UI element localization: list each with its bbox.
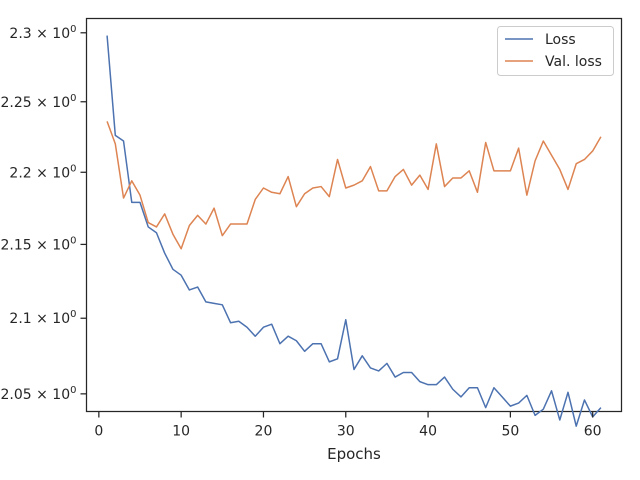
y-tick-exponent: 0 <box>70 24 76 35</box>
x-axis-ticks: 0 10 20 30 40 50 60 <box>94 411 602 440</box>
x-tick-label: 10 <box>172 424 190 440</box>
y-tick-base: 2.15 <box>1 237 32 253</box>
y-tick-base: 2.2 <box>9 165 31 181</box>
x-tick-label: 50 <box>501 424 519 440</box>
y-tick-base: 2.25 <box>1 95 32 111</box>
y-tick-exponent: 0 <box>70 235 76 246</box>
y-tick-label: 2.05 × 100 <box>1 385 77 403</box>
y-tick-exponent: 0 <box>70 163 76 174</box>
legend: Loss Val. loss <box>497 26 614 76</box>
y-tick-label: 2.1 × 100 <box>9 309 76 327</box>
y-tick-times: × 10 <box>32 165 70 181</box>
y-tick-label: 2.2 × 100 <box>9 163 76 181</box>
y-tick-times: × 10 <box>32 387 70 403</box>
plot-frame <box>85 17 623 413</box>
y-tick-label: 2.3 × 100 <box>9 24 76 42</box>
series-line-0 <box>106 35 602 427</box>
y-tick-base: 2.1 <box>9 311 31 327</box>
y-tick-label: 2.25 × 100 <box>1 93 77 111</box>
series-layer <box>106 35 602 427</box>
y-tick-exponent: 0 <box>70 93 76 104</box>
legend-label-1: Val. loss <box>545 54 602 70</box>
y-tick-base: 2.3 <box>9 26 31 42</box>
legend-label-0: Loss <box>545 32 576 48</box>
x-tick-label: 30 <box>337 424 355 440</box>
x-tick-label: 40 <box>419 424 437 440</box>
y-tick-times: × 10 <box>32 26 70 42</box>
y-tick-exponent: 0 <box>70 309 76 320</box>
y-tick-times: × 10 <box>32 237 70 253</box>
y-tick-times: × 10 <box>32 95 70 111</box>
x-tick-label: 0 <box>94 424 103 440</box>
x-tick-label: 20 <box>255 424 273 440</box>
y-tick-label: 2.15 × 100 <box>1 235 77 253</box>
y-tick-base: 2.05 <box>1 387 32 403</box>
y-tick-times: × 10 <box>32 311 70 327</box>
series-line-1 <box>106 121 602 250</box>
x-tick-label: 60 <box>584 424 602 440</box>
x-axis-label: Epochs <box>327 445 381 463</box>
y-tick-exponent: 0 <box>70 385 76 396</box>
